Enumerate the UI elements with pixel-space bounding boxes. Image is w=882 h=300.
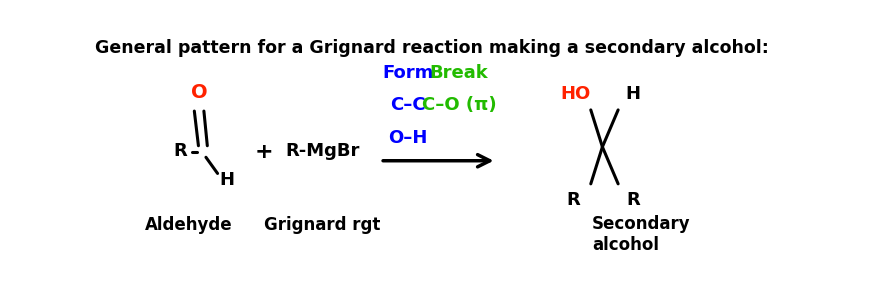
Text: O–H: O–H	[388, 129, 427, 147]
Text: Break: Break	[430, 64, 489, 82]
Text: R: R	[566, 191, 579, 209]
Text: C–C: C–C	[390, 96, 425, 114]
Text: Aldehyde: Aldehyde	[145, 216, 233, 234]
Text: O: O	[191, 83, 207, 102]
Text: H: H	[625, 85, 640, 103]
Text: H: H	[219, 171, 234, 189]
Text: Grignard rgt: Grignard rgt	[264, 216, 380, 234]
Text: R-MgBr: R-MgBr	[285, 142, 359, 160]
Text: HO: HO	[560, 85, 590, 103]
Text: Secondary
alcohol: Secondary alcohol	[592, 215, 691, 254]
Text: Form: Form	[382, 64, 433, 82]
Text: R: R	[626, 191, 640, 209]
Text: General pattern for a Grignard reaction making a secondary alcohol:: General pattern for a Grignard reaction …	[94, 38, 768, 56]
Text: C–O (π): C–O (π)	[422, 96, 497, 114]
Text: +: +	[255, 142, 273, 161]
Text: R: R	[174, 142, 188, 160]
